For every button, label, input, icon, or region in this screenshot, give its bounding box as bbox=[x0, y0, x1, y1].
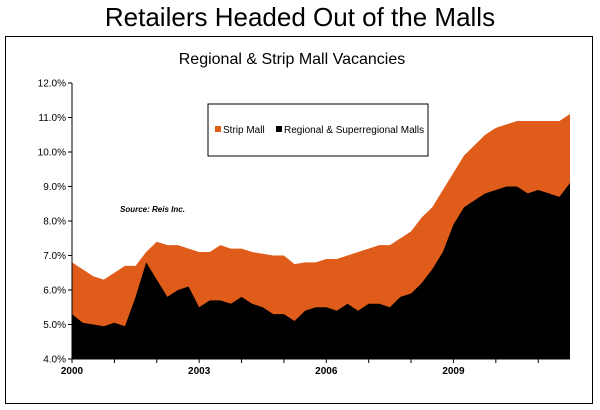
y-tick-label: 8.0% bbox=[43, 217, 66, 228]
y-tick-label: 5.0% bbox=[43, 320, 66, 331]
y-tick-label: 11.0% bbox=[38, 113, 66, 124]
legend-swatch-strip-mall bbox=[215, 126, 221, 132]
legend: Strip Mall Regional & Superregional Malls bbox=[207, 103, 429, 157]
legend-box bbox=[207, 103, 429, 157]
legend-label-regional-superregional-malls: Regional & Superregional Malls bbox=[284, 125, 424, 136]
legend-swatch-regional-superregional-malls bbox=[276, 126, 282, 132]
page-title: Retailers Headed Out of the Malls bbox=[104, 2, 496, 32]
axes: 4.0% 5.0% 6.0% 7.0% 8.0% 9.0% 10.0% 11.0% 12.0% 2… bbox=[38, 79, 570, 377]
source-note: Source: Reis Inc. bbox=[120, 205, 185, 214]
x-tick-label: 2000 bbox=[61, 366, 84, 377]
y-tick-label: 10.0% bbox=[38, 148, 66, 159]
x-tick-label: 2006 bbox=[315, 366, 338, 377]
x-tick-label: 2009 bbox=[442, 366, 465, 377]
y-tick-label: 6.0% bbox=[43, 286, 66, 297]
chart-title: Regional & Strip Mall Vacancies bbox=[179, 51, 405, 68]
y-tick-label: 9.0% bbox=[43, 182, 66, 193]
x-tick-label: 2003 bbox=[188, 366, 211, 377]
y-tick-label: 7.0% bbox=[43, 251, 66, 262]
y-tick-label: 4.0% bbox=[43, 355, 66, 366]
plot-area bbox=[72, 114, 570, 359]
series-area-regional-superregional-malls bbox=[72, 183, 570, 359]
legend-label-strip-mall: Strip Mall bbox=[223, 125, 265, 136]
y-tick-label: 12.0% bbox=[38, 79, 66, 90]
